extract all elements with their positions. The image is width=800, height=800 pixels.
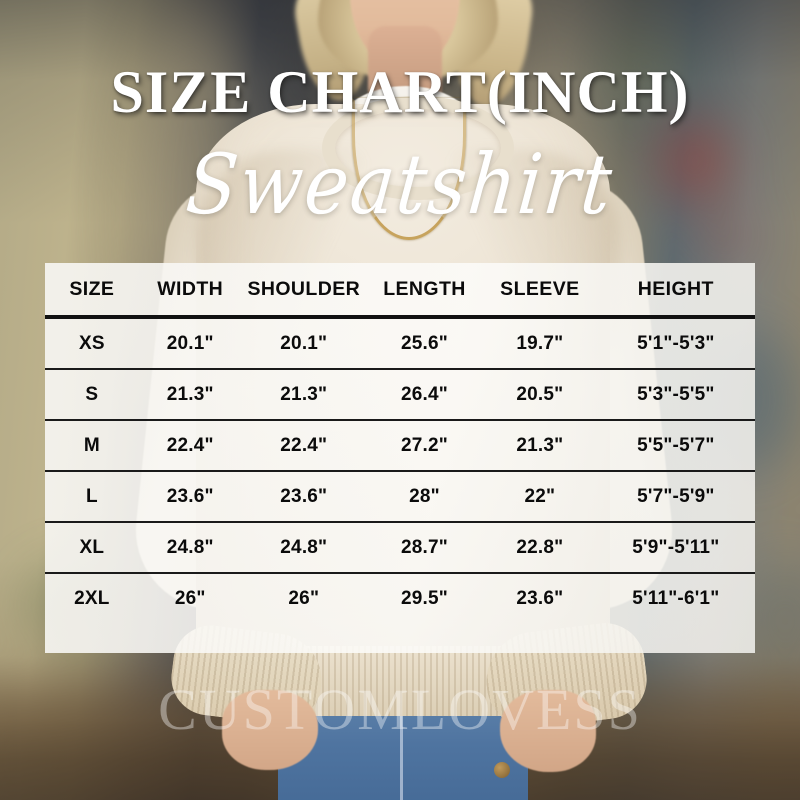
cell-size: S: [85, 383, 99, 405]
cell-sleeve: 21.3": [516, 434, 564, 456]
cell-shoulder: 22.4": [280, 434, 328, 456]
table-header-row: SIZE WIDTH SHOULDER LENGTH SLEEVE HEIGHT: [45, 263, 755, 317]
table-row: M 22.4" 22.4" 27.2" 21.3" 5'5"-5'7": [45, 420, 755, 471]
size-chart-table: SIZE WIDTH SHOULDER LENGTH SLEEVE HEIGHT…: [45, 263, 755, 623]
cell-shoulder: 20.1": [280, 332, 328, 354]
column-header-length: LENGTH: [383, 277, 466, 300]
cell-sleeve: 22": [524, 485, 556, 507]
jeans-button: [494, 762, 510, 778]
cell-length: 27.2": [400, 434, 448, 456]
cell-height: 5'3"-5'5": [637, 383, 715, 405]
cell-height: 5'7"-5'9": [637, 485, 715, 507]
cell-size: 2XL: [74, 587, 110, 609]
cell-height: 5'11"-6'1": [632, 587, 720, 609]
table-row: S 21.3" 21.3" 26.4" 20.5" 5'3"-5'5": [45, 369, 755, 420]
table-body: XS 20.1" 20.1" 25.6" 19.7" 5'1"-5'3" S 2…: [45, 317, 755, 623]
model-hand-right: [500, 690, 596, 772]
table-row: XL 24.8" 24.8" 28.7" 22.8" 5'9"-5'11": [45, 522, 755, 573]
cell-shoulder: 23.6": [280, 485, 328, 507]
table-header: SIZE WIDTH SHOULDER LENGTH SLEEVE HEIGHT: [45, 263, 755, 317]
table-row: L 23.6" 23.6" 28" 22" 5'7"-5'9": [45, 471, 755, 522]
column-header-sleeve: SLEEVE: [500, 277, 580, 300]
jeans-seam: [400, 702, 403, 800]
cell-size: XS: [78, 332, 105, 354]
cell-shoulder: 24.8": [280, 536, 328, 558]
cell-shoulder: 26": [288, 587, 320, 609]
cell-length: 25.6": [400, 332, 448, 354]
cell-length: 29.5": [400, 587, 448, 609]
cell-sleeve: 23.6": [516, 587, 564, 609]
table-row: 2XL 26" 26" 29.5" 23.6" 5'11"-6'1": [45, 573, 755, 623]
cell-sleeve: 19.7": [516, 332, 564, 354]
cell-size: M: [83, 434, 100, 456]
cell-size: L: [85, 485, 98, 507]
cell-length: 26.4": [400, 383, 448, 405]
cell-width: 26": [174, 587, 206, 609]
cell-shoulder: 21.3": [280, 383, 328, 405]
cell-width: 23.6": [166, 485, 214, 507]
page-subtitle: Sweatshirt: [182, 136, 618, 234]
cell-length: 28": [409, 485, 440, 507]
column-header-shoulder: SHOULDER: [247, 277, 361, 300]
cell-width: 24.8": [166, 536, 214, 558]
table-row: XS 20.1" 20.1" 25.6" 19.7" 5'1"-5'3": [45, 317, 755, 369]
column-header-height: HEIGHT: [637, 277, 714, 300]
column-header-size: SIZE: [69, 277, 115, 300]
column-header-width: WIDTH: [157, 277, 224, 300]
cell-sleeve: 22.8": [516, 536, 564, 558]
cell-height: 5'5"-5'7": [637, 434, 715, 456]
model-jeans: [278, 700, 528, 800]
page-title: SIZE CHART(INCH): [110, 59, 690, 125]
cell-length: 28.7": [400, 536, 448, 558]
cell-width: 20.1": [166, 332, 214, 354]
cell-height: 5'9"-5'11": [632, 536, 720, 558]
model-hand-left: [222, 690, 318, 770]
cell-width: 22.4": [166, 434, 214, 456]
cell-sleeve: 20.5": [516, 383, 564, 405]
cell-width: 21.3": [166, 383, 214, 405]
cell-height: 5'1"-5'3": [637, 332, 715, 354]
size-table-panel: SIZE WIDTH SHOULDER LENGTH SLEEVE HEIGHT…: [45, 263, 755, 653]
cell-size: XL: [79, 536, 105, 558]
